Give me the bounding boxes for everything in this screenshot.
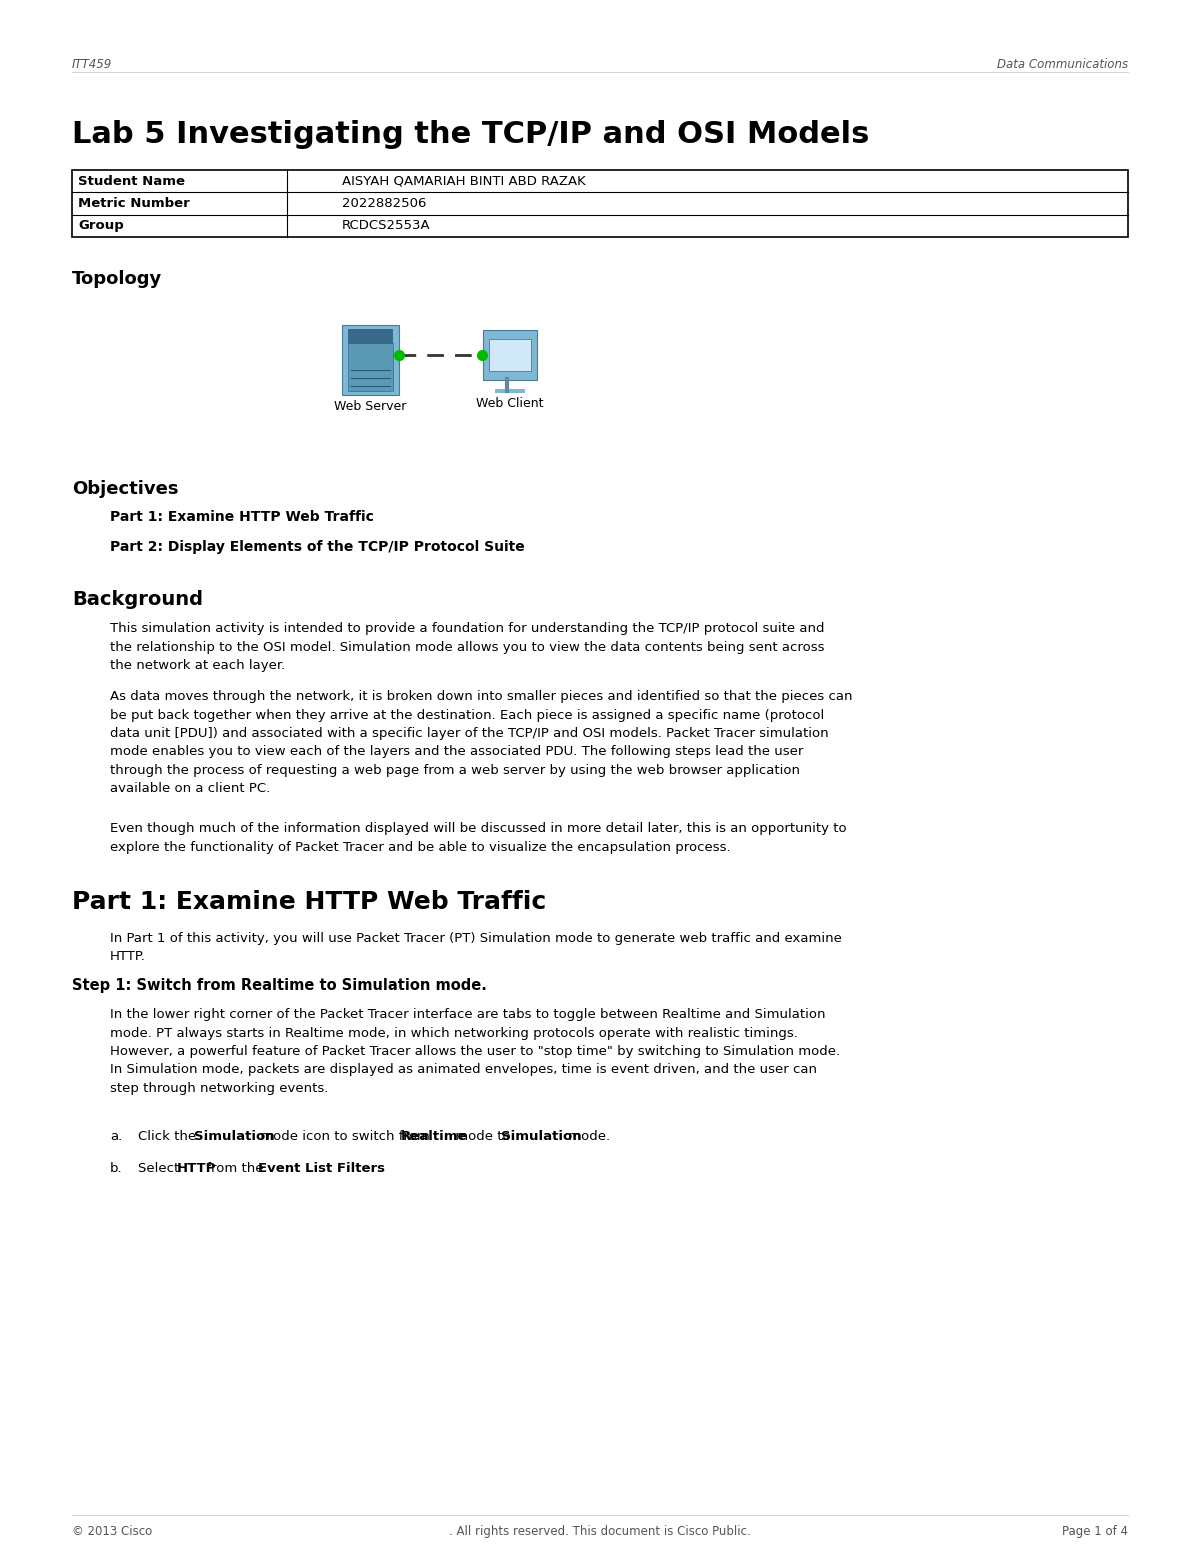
Text: Student Name: Student Name — [78, 174, 185, 188]
Text: Simulation: Simulation — [500, 1131, 582, 1143]
Text: a.: a. — [110, 1131, 122, 1143]
Bar — [72, 169, 1128, 238]
Text: mode to: mode to — [451, 1131, 515, 1143]
Text: Metric Number: Metric Number — [78, 197, 190, 210]
FancyBboxPatch shape — [342, 325, 398, 394]
Text: .: . — [371, 1162, 374, 1176]
Text: mode.: mode. — [564, 1131, 610, 1143]
Text: RCDCS2553A: RCDCS2553A — [342, 219, 431, 233]
Text: Data Communications: Data Communications — [997, 57, 1128, 71]
Text: Part 1: Examine HTTP Web Traffic: Part 1: Examine HTTP Web Traffic — [110, 509, 374, 523]
Text: ITT459: ITT459 — [72, 57, 113, 71]
Text: HTTP: HTTP — [176, 1162, 216, 1176]
Text: mode icon to switch from: mode icon to switch from — [257, 1131, 434, 1143]
Text: Step 1: Switch from Realtime to Simulation mode.: Step 1: Switch from Realtime to Simulati… — [72, 978, 487, 992]
FancyBboxPatch shape — [482, 329, 538, 380]
Text: from the: from the — [202, 1162, 268, 1176]
Text: © 2013 Cisco: © 2013 Cisco — [72, 1525, 152, 1537]
Text: Web Client: Web Client — [476, 398, 544, 410]
Text: Topology: Topology — [72, 270, 162, 287]
Text: This simulation activity is intended to provide a foundation for understanding t: This simulation activity is intended to … — [110, 623, 824, 672]
Text: Objectives: Objectives — [72, 480, 179, 499]
Text: Web Server: Web Server — [334, 401, 406, 413]
Text: Click the: Click the — [138, 1131, 200, 1143]
Text: Simulation: Simulation — [193, 1131, 274, 1143]
Text: Part 1: Examine HTTP Web Traffic: Part 1: Examine HTTP Web Traffic — [72, 890, 546, 915]
Text: Select: Select — [138, 1162, 184, 1176]
Text: 2022882506: 2022882506 — [342, 197, 426, 210]
Text: Page 1 of 4: Page 1 of 4 — [1062, 1525, 1128, 1537]
Text: In Part 1 of this activity, you will use Packet Tracer (PT) Simulation mode to g: In Part 1 of this activity, you will use… — [110, 932, 842, 963]
Text: Background: Background — [72, 590, 203, 609]
Text: . All rights reserved. This document is Cisco Public.: . All rights reserved. This document is … — [449, 1525, 751, 1537]
Text: As data moves through the network, it is broken down into smaller pieces and ide: As data moves through the network, it is… — [110, 690, 852, 795]
Text: In the lower right corner of the Packet Tracer interface are tabs to toggle betw: In the lower right corner of the Packet … — [110, 1008, 840, 1095]
Text: AISYAH QAMARIAH BINTI ABD RAZAK: AISYAH QAMARIAH BINTI ABD RAZAK — [342, 174, 586, 188]
Text: Lab 5 Investigating the TCP/IP and OSI Models: Lab 5 Investigating the TCP/IP and OSI M… — [72, 120, 869, 149]
Text: Realtime: Realtime — [401, 1131, 467, 1143]
FancyBboxPatch shape — [348, 343, 394, 391]
FancyBboxPatch shape — [490, 339, 530, 371]
Text: Part 2: Display Elements of the TCP/IP Protocol Suite: Part 2: Display Elements of the TCP/IP P… — [110, 540, 524, 554]
Text: b.: b. — [110, 1162, 122, 1176]
Bar — [496, 388, 526, 393]
Bar — [348, 329, 394, 345]
Text: Event List Filters: Event List Filters — [258, 1162, 384, 1176]
Text: Group: Group — [78, 219, 124, 233]
Text: Even though much of the information displayed will be discussed in more detail l: Even though much of the information disp… — [110, 822, 847, 854]
